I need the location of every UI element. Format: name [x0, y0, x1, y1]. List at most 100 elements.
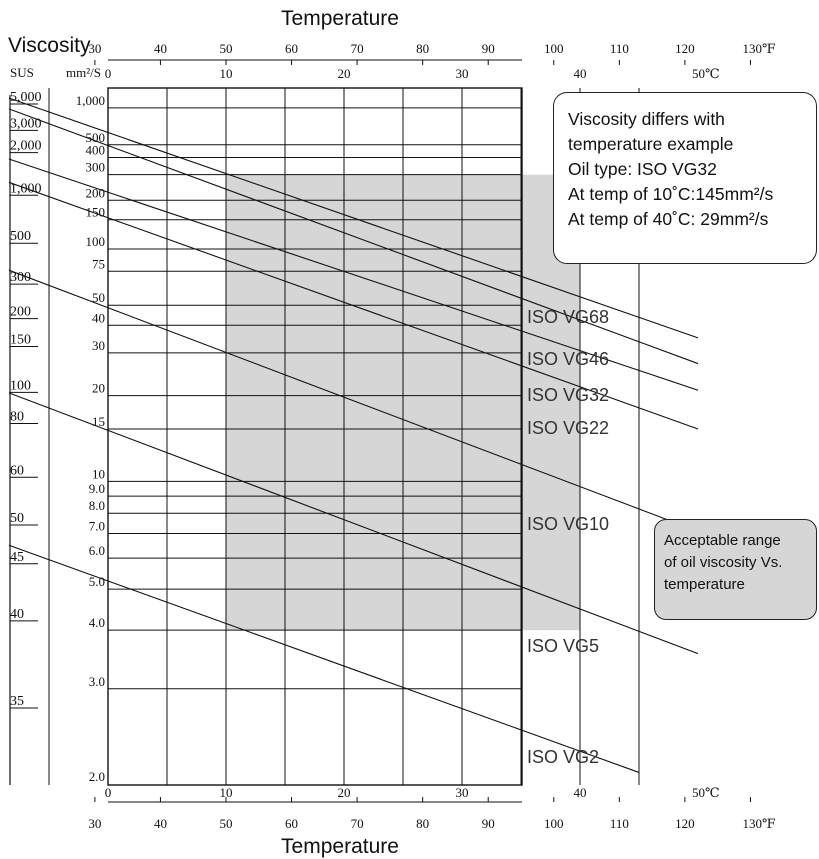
celsius-tick-label: 30	[456, 66, 469, 81]
series-line-iso-vg32	[8, 158, 699, 391]
sus-tick-label: 3,000	[10, 116, 42, 131]
fahrenheit-tick-label: 130℉	[742, 41, 776, 56]
mm2s-tick-label: 4.0	[89, 615, 105, 630]
sus-tick-label: 200	[10, 305, 31, 320]
viscosity-title: Viscosity	[8, 34, 91, 57]
fahrenheit-tick-label: 40	[154, 41, 167, 56]
series-label: ISO VG46	[527, 349, 609, 369]
mm2s-tick-label: 400	[86, 143, 106, 158]
range-line-2: of oil viscosity Vs.	[664, 554, 783, 571]
celsius-tick-label: 40	[574, 66, 587, 81]
fahrenheit-tick-label: 90	[482, 816, 495, 831]
celsius-tick-label: 30	[456, 785, 469, 800]
mm2s-tick-label: 300	[86, 160, 106, 175]
sus-tick-label: 2,000	[10, 139, 42, 154]
mm2s-tick-label: 2.0	[89, 769, 105, 784]
mm2s-tick-label: 50	[92, 290, 105, 305]
series-line-iso-vg22	[8, 181, 699, 430]
sus-tick-label: 300	[10, 270, 31, 285]
example-line-5: At temp of 40˚C: 29mm²/s	[568, 209, 769, 229]
sus-tick-label: 500	[10, 229, 31, 244]
celsius-tick-label: 40	[574, 785, 587, 800]
fahrenheit-tick-label: 30	[88, 816, 101, 831]
mm2s-tick-label: 15	[92, 414, 105, 429]
sus-tick-label: 1,000	[10, 181, 42, 196]
celsius-tick-label: 50℃	[692, 785, 720, 800]
celsius-tick-label: 0	[105, 66, 112, 81]
viscosity-example-callout: Viscosity differs with temperature examp…	[553, 92, 817, 264]
mm2s-tick-label: 500	[86, 130, 106, 145]
series-label: ISO VG10	[527, 514, 609, 534]
series-line-iso-vg5	[8, 392, 699, 655]
fahrenheit-tick-label: 100	[544, 816, 564, 831]
fahrenheit-tick-label: 50	[220, 41, 233, 56]
example-line-4: At temp of 10˚C:145mm²/s	[568, 184, 774, 204]
mm2s-tick-label: 30	[92, 338, 105, 353]
celsius-tick-label: 0	[105, 785, 112, 800]
series-label: ISO VG2	[527, 747, 599, 767]
fahrenheit-tick-label: 60	[285, 816, 298, 831]
fahrenheit-tick-label: 130℉	[742, 816, 776, 831]
mm2s-tick-label: 100	[86, 234, 106, 249]
fahrenheit-tick-label: 40	[154, 816, 167, 831]
celsius-tick-label: 10	[220, 785, 233, 800]
sus-tick-label: 60	[10, 463, 24, 478]
mm2s-tick-label: 7.0	[89, 519, 105, 534]
example-line-2: temperature example	[568, 134, 734, 154]
fahrenheit-tick-label: 110	[610, 41, 629, 56]
celsius-tick-label: 10	[220, 66, 233, 81]
series-label: ISO VG68	[527, 307, 609, 327]
fahrenheit-tick-label: 30	[88, 41, 101, 56]
range-line-1: Acceptable range	[664, 532, 781, 549]
range-line-3: temperature	[664, 576, 745, 593]
fahrenheit-tick-label: 70	[351, 816, 364, 831]
series-line-iso-vg46	[8, 108, 699, 365]
mm2s-tick-label: 9.0	[89, 481, 105, 496]
example-line-1: Viscosity differs with	[568, 109, 725, 129]
series-label: ISO VG22	[527, 418, 609, 438]
celsius-tick-label: 50℃	[692, 66, 720, 81]
mm2s-tick-label: 20	[92, 381, 105, 396]
mm2s-tick-label: 75	[92, 256, 105, 271]
sus-tick-label: 5,000	[10, 90, 42, 105]
mm2s-tick-label: 200	[86, 185, 106, 200]
fahrenheit-tick-label: 120	[675, 816, 695, 831]
mm2s-tick-label: 40	[92, 310, 105, 325]
fahrenheit-tick-label: 80	[416, 816, 429, 831]
fahrenheit-tick-label: 120	[675, 41, 695, 56]
mm2s-tick-label: 8.0	[89, 498, 105, 513]
sus-tick-label: 45	[10, 550, 24, 565]
mm2s-tick-label: 5.0	[89, 574, 105, 589]
series-label: ISO VG5	[527, 636, 599, 656]
fahrenheit-tick-label: 110	[610, 816, 629, 831]
series-line-iso-vg2	[8, 544, 640, 773]
sus-tick-label: 50	[10, 511, 24, 526]
sus-tick-label: 35	[10, 694, 24, 709]
fahrenheit-tick-label: 50	[220, 816, 233, 831]
sus-tick-label: 80	[10, 410, 24, 425]
temperature-title-top: Temperature	[281, 7, 399, 30]
sus-tick-label: 40	[10, 607, 24, 622]
example-line-3: Oil type: ISO VG32	[568, 159, 717, 179]
series-label: ISO VG32	[527, 385, 609, 405]
series-line-iso-vg68	[8, 97, 699, 339]
fahrenheit-tick-label: 70	[351, 41, 364, 56]
sus-tick-label: 100	[10, 378, 31, 393]
fahrenheit-tick-label: 80	[416, 41, 429, 56]
acceptable-range-callout: Acceptable range of oil viscosity Vs. te…	[654, 519, 817, 620]
series-line-iso-vg10	[8, 269, 699, 532]
celsius-tick-label: 20	[338, 66, 351, 81]
mm2s-tick-label: 150	[86, 205, 106, 220]
mm2s-unit-label: mm²/S	[66, 65, 101, 80]
mm2s-tick-label: 6.0	[89, 543, 105, 558]
temperature-title-bottom: Temperature	[281, 835, 399, 858]
mm2s-tick-label: 10	[92, 466, 105, 481]
mm2s-tick-label: 1,000	[76, 93, 105, 108]
mm2s-tick-label: 3.0	[89, 674, 105, 689]
fahrenheit-tick-label: 60	[285, 41, 298, 56]
fahrenheit-tick-label: 100	[544, 41, 564, 56]
sus-tick-label: 150	[10, 333, 31, 348]
celsius-tick-label: 20	[338, 785, 351, 800]
sus-unit-label: SUS	[10, 65, 34, 80]
fahrenheit-tick-label: 90	[482, 41, 495, 56]
